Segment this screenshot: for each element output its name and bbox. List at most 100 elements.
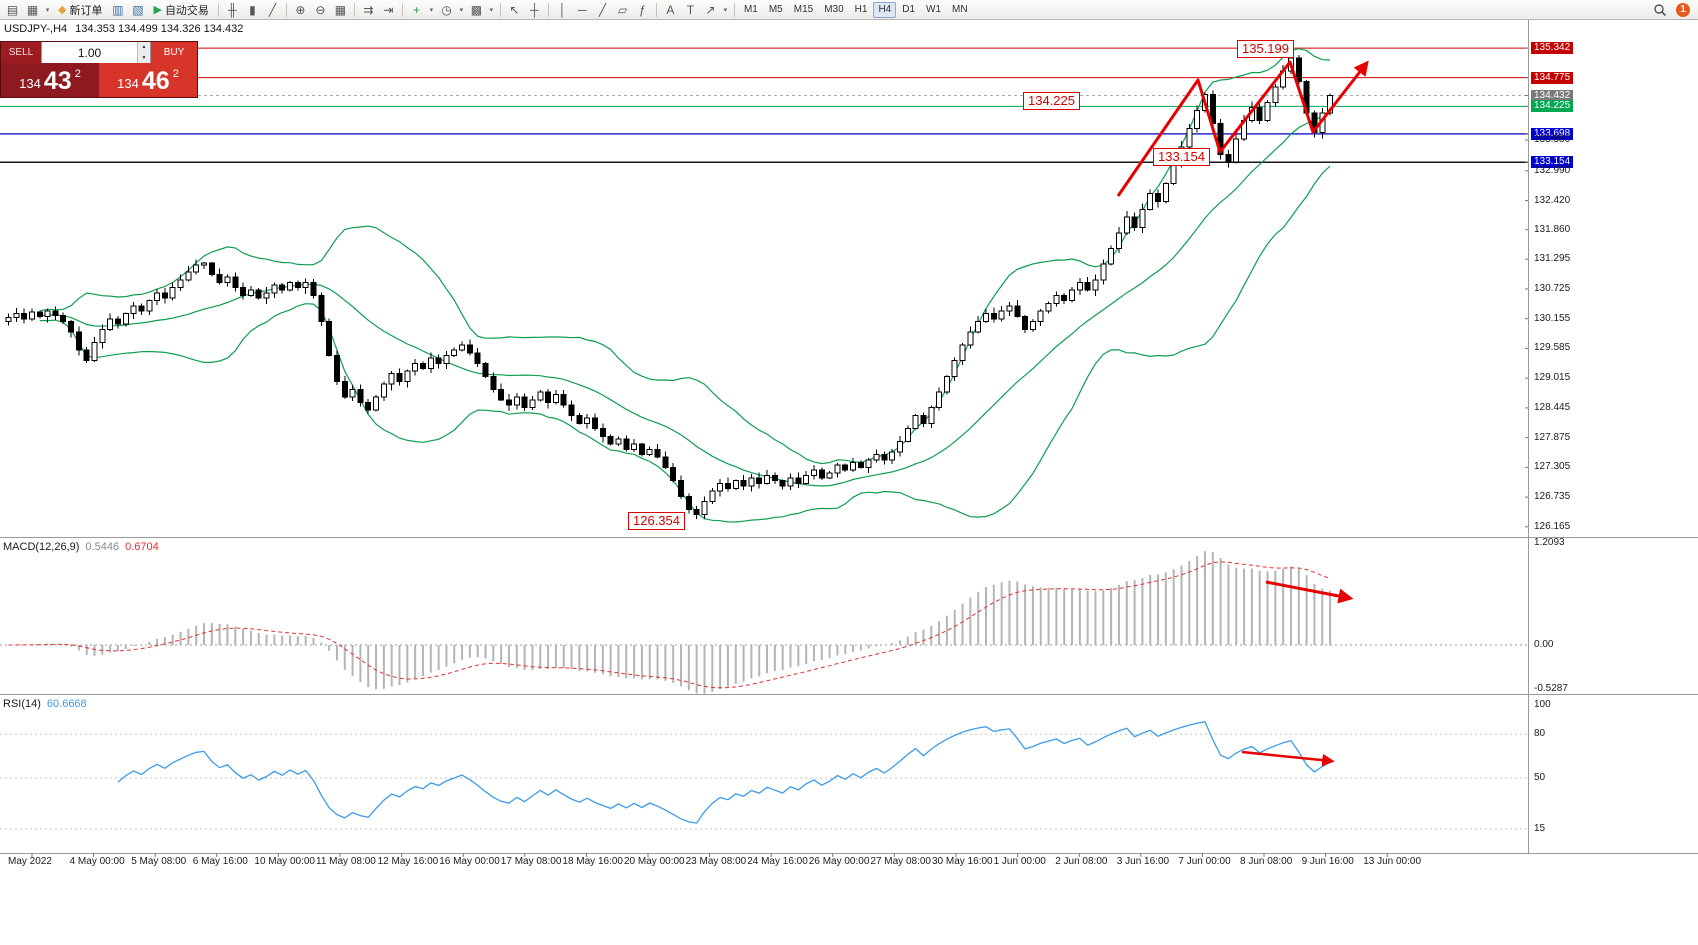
price-axis-label: 129.015 <box>1534 372 1571 384</box>
search-icon[interactable] <box>1650 1 1669 19</box>
price-axis-label: 132.990 <box>1534 164 1571 176</box>
time-axis-label: 18 May 16:00 <box>562 856 623 867</box>
time-axis-label: 16 May 00:00 <box>439 856 500 867</box>
timeframe-d1-button[interactable]: D1 <box>902 4 916 15</box>
price-annotation[interactable]: 126.354 <box>628 512 685 530</box>
price-axis-label: 135.342 <box>1531 42 1574 55</box>
horizontal-line-icon[interactable]: ─ <box>578 2 587 17</box>
time-axis-label: 11 May 08:00 <box>316 856 376 867</box>
volume-field[interactable]: 1.00 ▲ ▼ <box>41 42 151 63</box>
volume-spinner: ▲ ▼ <box>137 42 150 63</box>
text-icon[interactable]: A <box>666 2 675 17</box>
sell-label[interactable]: SELL <box>1 42 41 63</box>
time-axis-label: 17 May 08:00 <box>500 856 562 867</box>
new-order-button[interactable]: ◆ 新订单 <box>53 1 107 19</box>
time-axis-label: 7 Jun 00:00 <box>1178 856 1231 867</box>
trend-arrows-layer[interactable] <box>1116 60 1369 767</box>
volume-value[interactable]: 1.00 <box>77 45 102 60</box>
price-axis-label: 126.165 <box>1534 520 1571 532</box>
timeframe-mn-button[interactable]: MN <box>952 4 968 15</box>
macd-axis-label: 0.00 <box>1534 639 1554 650</box>
timeframe-m15-button[interactable]: M15 <box>793 4 814 15</box>
trade-panel-bottom: 134 43 2 134 46 2 <box>1 63 197 97</box>
add-indicator-icon[interactable]: + <box>412 2 420 17</box>
indicator-caret[interactable]: ▾ <box>429 6 434 14</box>
toolbar-separator <box>285 2 287 17</box>
price-annotation[interactable]: 135.199 <box>1237 40 1294 58</box>
zoom-out-icon[interactable]: ⊖ <box>315 2 326 17</box>
time-axis-label: 27 May 08:00 <box>870 856 931 867</box>
tile-windows-icon[interactable]: ▦ <box>334 2 347 17</box>
chart-symbol: USDJPY-,H4 <box>4 23 68 35</box>
price-axis-label: 132.420 <box>1534 194 1571 206</box>
algo-trading-button[interactable]: ▶ 自动交易 <box>148 1 213 19</box>
bar-chart-icon[interactable]: ╫ <box>228 2 237 17</box>
arrows-caret[interactable]: ▾ <box>723 6 728 14</box>
toolbar-separator <box>733 2 735 17</box>
price-axis-label: 131.295 <box>1534 253 1571 265</box>
chart-shift-icon[interactable]: ⇥ <box>383 2 394 17</box>
crosshair-icon[interactable]: ┼ <box>530 2 539 17</box>
fibonacci-icon[interactable]: ƒ <box>639 2 646 17</box>
toolbar-separator <box>499 2 501 17</box>
price-axis-label: 131.860 <box>1534 223 1571 235</box>
time-axis-label: 23 May 08:00 <box>685 856 747 867</box>
toolbar-right: 1 <box>1650 1 1695 19</box>
buy-button[interactable]: 134 46 2 <box>99 63 197 97</box>
app-menu-icon[interactable]: ▤ <box>6 2 19 17</box>
time-axis-label: 12 May 16:00 <box>377 856 439 867</box>
auto-scroll-icon[interactable]: ⇉ <box>363 2 374 17</box>
notification-badge[interactable]: 1 <box>1676 2 1690 17</box>
macd-title: MACD(12,26,9) <box>3 541 80 553</box>
macd-label: MACD(12,26,9) 0.5446 0.6704 <box>3 541 159 553</box>
trendline-icon[interactable]: ╱ <box>598 2 607 17</box>
channel-icon[interactable]: ▱ <box>617 2 628 17</box>
time-axis-label: 4 May 00:00 <box>69 856 125 867</box>
timeframe-h1-button[interactable]: H1 <box>854 4 868 15</box>
rsi-layer <box>0 720 1528 830</box>
algo-trading-icon: ▶ <box>153 4 162 16</box>
vertical-line-icon[interactable]: │ <box>558 2 567 17</box>
buy-price-big: 46 <box>141 67 170 95</box>
zoom-in-icon[interactable]: ⊕ <box>295 2 306 17</box>
price-annotation[interactable]: 134.225 <box>1023 92 1080 110</box>
rsi-axis-label: 100 <box>1534 699 1551 710</box>
toolbar-separator <box>353 2 355 17</box>
timeframe-m5-button[interactable]: M5 <box>768 4 783 15</box>
line-chart-icon[interactable]: ╱ <box>268 2 277 17</box>
timeframe-m30-button[interactable]: M30 <box>824 4 844 15</box>
new-chart-icon[interactable]: ▦ <box>26 2 39 17</box>
template-caret[interactable]: ▾ <box>489 6 494 14</box>
cursor-icon[interactable]: ↖ <box>509 2 520 17</box>
panel-frames <box>0 20 1698 857</box>
time-axis-label: 6 May 16:00 <box>192 856 248 867</box>
algo-trading-button-label: 自动交易 <box>164 4 209 17</box>
time-axis-label: 3 Jun 16:00 <box>1116 856 1170 867</box>
market-watch-icon[interactable]: ▥ <box>112 2 124 17</box>
candlestick-chart-icon[interactable]: ▮ <box>249 2 256 17</box>
template-icon[interactable]: ▩ <box>470 2 483 17</box>
arrows-icon[interactable]: ↗ <box>705 2 716 17</box>
price-axis-label: 129.585 <box>1534 342 1571 354</box>
macd-layer <box>0 551 1528 694</box>
buy-price-main: 134 <box>117 76 139 91</box>
timeframe-m1-button[interactable]: M1 <box>743 4 758 15</box>
label-icon[interactable]: T <box>686 2 695 17</box>
sell-button[interactable]: 134 43 2 <box>1 63 99 97</box>
timeframe-w1-button[interactable]: W1 <box>926 4 942 15</box>
candles-layer <box>5 54 1334 520</box>
price-annotation[interactable]: 133.154 <box>1153 148 1210 166</box>
period-clock-icon[interactable]: ◷ <box>441 2 452 17</box>
volume-down-button[interactable]: ▼ <box>138 52 150 63</box>
buy-label[interactable]: BUY <box>151 42 197 63</box>
period-caret[interactable]: ▾ <box>459 6 464 14</box>
toolbar-left: ▤ ▦ ▾ ◆ 新订单 ▥ ▧ ▶ 自动交易 ╫ ▮ ╱ ⊕ ⊖ ▦ ⇉ ⇥ + ▾ ◷ ▾ ▩ ▾ ↖ ┼ │ ─ ╱ ▱ ƒ A T ↗ ▾ M… <box>3 1 973 19</box>
new-order-icon: ◆ <box>58 4 67 16</box>
volume-up-button[interactable]: ▲ <box>138 42 150 53</box>
new-chart-caret[interactable]: ▾ <box>45 6 50 14</box>
rsi-value: 60.6668 <box>46 698 87 710</box>
timeframe-h4-button[interactable]: H4 <box>873 1 897 18</box>
data-window-icon[interactable]: ▧ <box>132 2 144 17</box>
time-axis-label: 5 May 08:00 <box>131 856 187 867</box>
